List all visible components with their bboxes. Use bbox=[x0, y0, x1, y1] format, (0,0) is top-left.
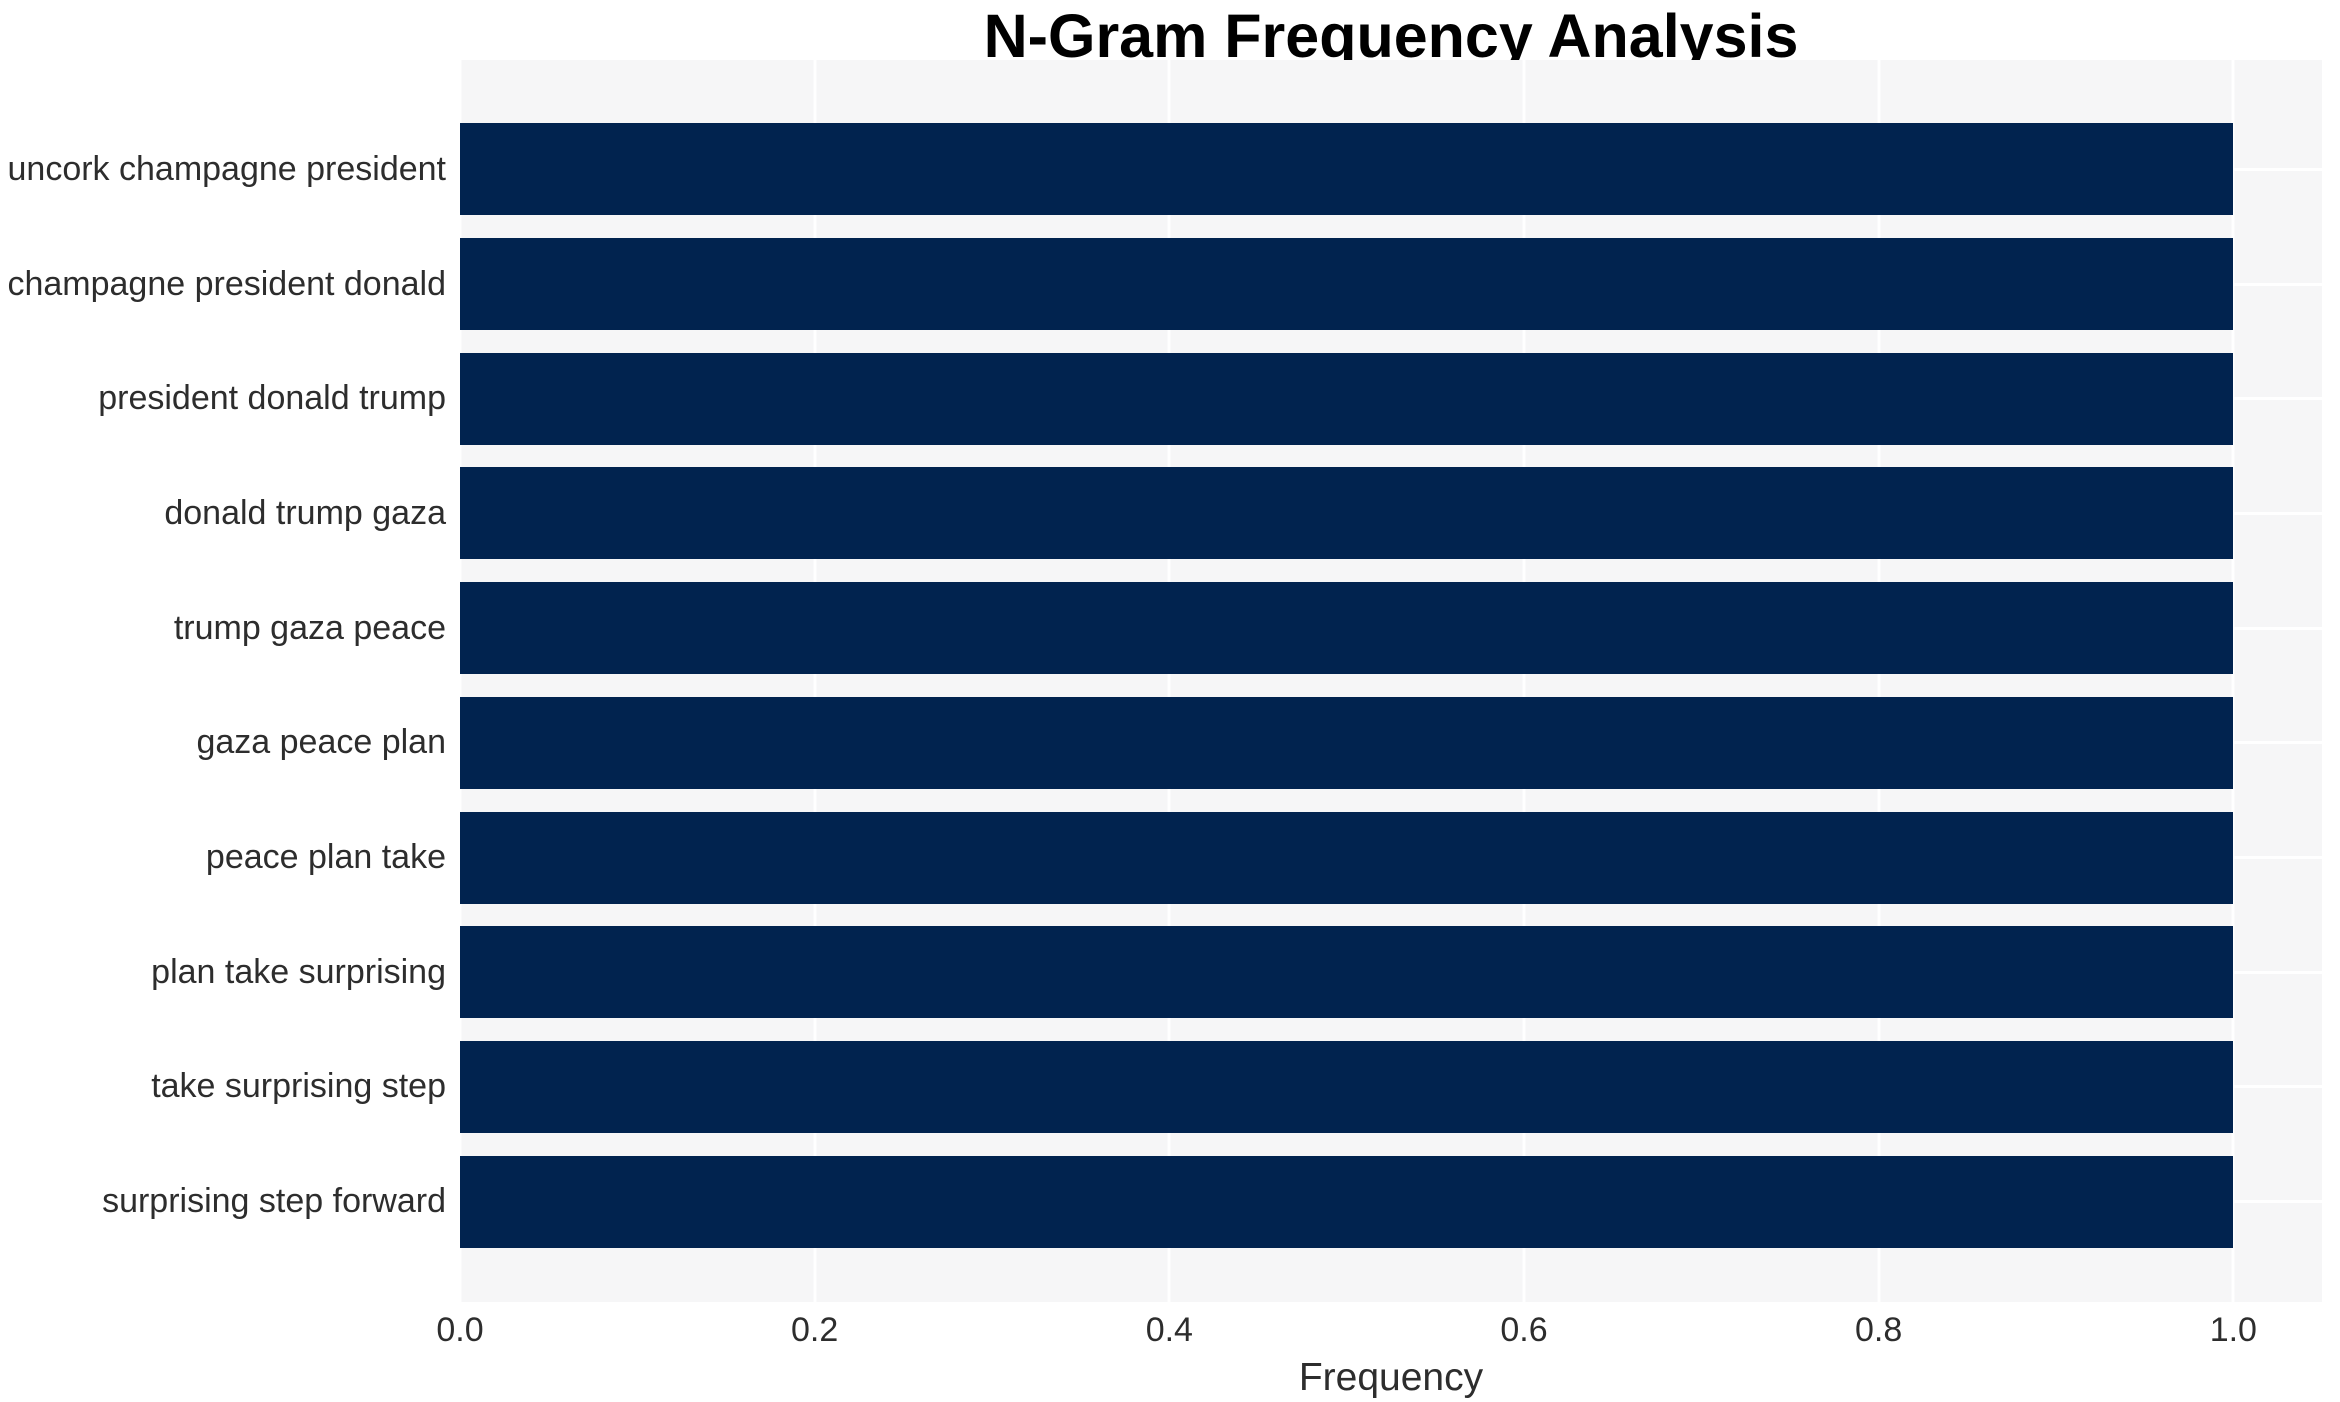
frequency-bar bbox=[460, 123, 2234, 216]
bar-row: trump gaza peace bbox=[0, 571, 2322, 686]
chart-title: N-Gram Frequency Analysis bbox=[983, 2, 1799, 70]
y-axis-category-label: plan take surprising bbox=[151, 952, 446, 991]
y-axis-category-label: uncork champagne president bbox=[7, 149, 447, 188]
vertical-gridline bbox=[1167, 60, 1171, 1302]
x-tick-label: 0.8 bbox=[1855, 1311, 1903, 1349]
frequency-bar bbox=[460, 926, 2234, 1019]
bar-track bbox=[460, 341, 2322, 456]
bar-row: uncork champagne president bbox=[0, 112, 2322, 227]
frequency-bar bbox=[460, 352, 2234, 445]
bar-row: president donald trump bbox=[0, 341, 2322, 456]
bar-track bbox=[460, 915, 2322, 1030]
y-axis-category-label: trump gaza peace bbox=[173, 608, 446, 647]
y-axis-category-label: peace plan take bbox=[205, 838, 446, 877]
bar-track bbox=[460, 112, 2322, 227]
bar-track bbox=[460, 686, 2322, 801]
y-axis-category-label: take surprising step bbox=[151, 1067, 446, 1106]
y-axis-category-label: donald trump gaza bbox=[164, 493, 446, 532]
vertical-gridline bbox=[1522, 60, 1526, 1302]
bar-row: gaza peace plan bbox=[0, 686, 2322, 801]
x-tick-label: 0.0 bbox=[436, 1311, 484, 1349]
frequency-bar bbox=[460, 1040, 2234, 1133]
y-axis-category-label: president donald trump bbox=[98, 379, 446, 418]
x-tick-label: 0.6 bbox=[1500, 1311, 1548, 1349]
x-tick-label: 1.0 bbox=[2209, 1311, 2257, 1349]
bar-track bbox=[460, 1144, 2322, 1259]
vertical-gridline bbox=[2231, 60, 2235, 1302]
x-axis-title: Frequency bbox=[1298, 1356, 1484, 1399]
bar-track bbox=[460, 1030, 2322, 1145]
bar-row: take surprising step bbox=[0, 1030, 2322, 1145]
vertical-gridline bbox=[1877, 60, 1881, 1302]
bar-row: plan take surprising bbox=[0, 915, 2322, 1030]
frequency-bar bbox=[460, 811, 2234, 904]
x-tick-label: 0.4 bbox=[1145, 1311, 1193, 1349]
bar-row: champagne president donald bbox=[0, 227, 2322, 342]
x-axis-ticks: 0.0 0.2 0.4 0.6 0.8 1.0 bbox=[436, 1311, 2322, 1353]
bar-row: peace plan take bbox=[0, 800, 2322, 915]
bar-row: surprising step forward bbox=[0, 1144, 2322, 1259]
frequency-bar bbox=[460, 1155, 2234, 1248]
frequency-bar bbox=[460, 467, 2234, 560]
bar-track bbox=[460, 571, 2322, 686]
bar-track bbox=[460, 800, 2322, 915]
frequency-bar bbox=[460, 696, 2234, 789]
vertical-gridline bbox=[813, 60, 817, 1302]
bar-row: donald trump gaza bbox=[0, 456, 2322, 571]
x-tick-label: 0.2 bbox=[791, 1311, 839, 1349]
bar-rows: uncork champagne president champagne pre… bbox=[0, 112, 2322, 1259]
frequency-bar bbox=[460, 582, 2234, 675]
frequency-bar bbox=[460, 238, 2234, 331]
y-axis-category-label: champagne president donald bbox=[7, 264, 446, 303]
bar-track bbox=[460, 456, 2322, 571]
bar-track bbox=[460, 227, 2322, 342]
y-axis-category-label: surprising step forward bbox=[102, 1182, 446, 1221]
y-axis-category-label: gaza peace plan bbox=[196, 723, 446, 762]
vertical-gridline bbox=[458, 60, 462, 1302]
